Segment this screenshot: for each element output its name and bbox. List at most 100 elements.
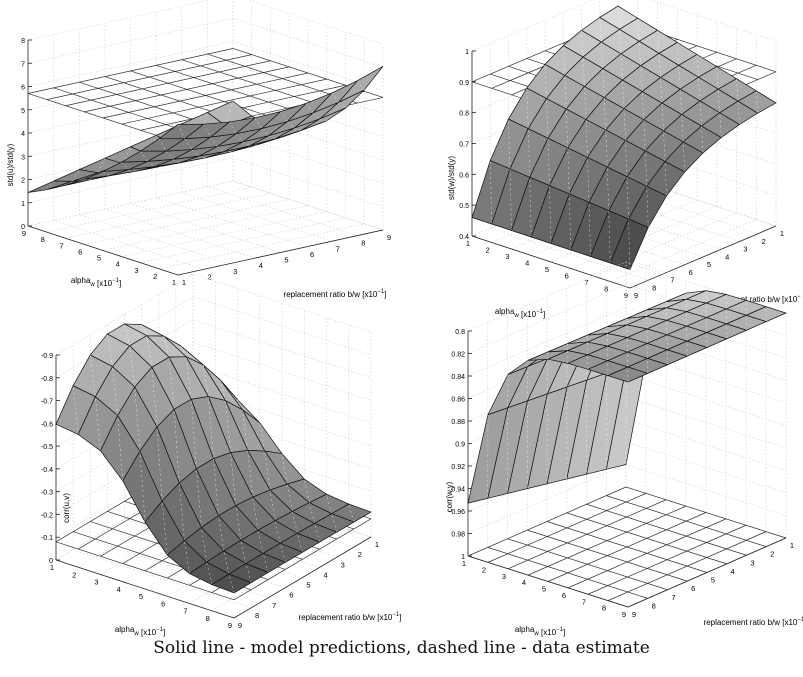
x-tick-label: 1 (462, 559, 466, 568)
estimate-dash (191, 399, 197, 469)
x-tick-label: 3 (94, 578, 98, 587)
estimate-dash (756, 90, 758, 114)
estimate-dash (509, 168, 512, 231)
estimate-dash (680, 89, 682, 115)
estimate-dash (357, 80, 365, 91)
model-surface (55, 323, 372, 594)
estimate-dash (254, 117, 262, 129)
z-tick-label: 0.7 (459, 142, 469, 149)
axis-line (233, 536, 372, 619)
estimate-dash (161, 500, 168, 556)
estimate-dash (280, 543, 286, 563)
estimate-dash (268, 135, 276, 139)
z-tick-label: 0 (21, 224, 25, 231)
z-tick-label: 0.8 (459, 111, 469, 118)
estimate-dash (584, 86, 587, 120)
surface-plot-4: 1 0.98 0.96 0.94 0.92 0.9 0.88 0.86 0.84 0.82 0.8 9… (445, 261, 803, 637)
x-tick-label: 2 (482, 565, 486, 574)
estimate-dash (643, 119, 646, 151)
estimate-dash (95, 396, 101, 451)
floor-grid-line (102, 205, 309, 251)
estimate-dash (663, 130, 666, 162)
x-tick-label: 8 (41, 235, 45, 244)
x-axis-title: alphaw [x10−1] (495, 307, 545, 319)
x-tick-label: 2 (72, 570, 76, 579)
estimate-dash (163, 336, 170, 358)
estimate-dash (198, 155, 206, 158)
y-tick-label: 9 (238, 621, 242, 630)
x-tick-label: 7 (183, 607, 187, 616)
z-tick-label: -0.6 (41, 421, 53, 428)
estimate-grid-line (507, 499, 667, 570)
estimate-dash (287, 121, 295, 129)
x-axis-title: alphaw [x10−1] (115, 625, 165, 637)
estimate-dash (230, 452, 236, 506)
estimate-dash (102, 171, 110, 176)
estimate-dash (526, 88, 529, 129)
wall-grid-line (27, 134, 384, 184)
estimate-grid-line (566, 512, 727, 565)
estimate-dash (599, 17, 602, 43)
z-tick-label: 3 (21, 154, 25, 161)
estimate-dash (607, 167, 609, 211)
estimate-dash (264, 451, 271, 491)
estimate-dash (326, 494, 332, 514)
wall-grid-line (27, 41, 384, 91)
estimate-dash (223, 550, 230, 575)
floor-grid-line (46, 186, 252, 233)
wall-grid-line (27, 157, 384, 208)
z-tick-label: 1 (465, 49, 469, 56)
x-tick-label: 9 (624, 291, 628, 300)
z-tick-label: 0.5 (459, 203, 469, 210)
estimate-dash (210, 136, 218, 147)
z-tick-label: 0.6 (459, 172, 469, 179)
estimate-dash (569, 193, 571, 251)
x-tick-label: 4 (117, 585, 121, 594)
estimate-dash (297, 533, 303, 553)
estimate-dash (72, 169, 80, 182)
axis-line (27, 225, 179, 276)
x-tick-label: 2 (153, 272, 157, 281)
estimate-dash (72, 385, 79, 435)
estimate-dash (156, 426, 163, 502)
estimate-dash (228, 573, 235, 593)
z-tick-label: 0.88 (451, 419, 465, 426)
floor-grid-line (104, 208, 255, 259)
estimate-dash (312, 112, 321, 119)
estimate-grid-line (130, 70, 281, 121)
z-axis-title: std(w)/std(y) (447, 156, 456, 200)
estimate-dash (165, 150, 174, 160)
x-tick-label: 7 (582, 597, 586, 606)
y-tick-label: 6 (689, 268, 693, 277)
y-tick-label: 6 (310, 250, 314, 259)
y-tick-label: 7 (671, 593, 675, 602)
estimate-dash (331, 92, 339, 103)
y-tick-label: 8 (652, 283, 656, 292)
estimate-dash (134, 387, 141, 452)
y-tick-label: 6 (691, 584, 695, 593)
estimate-dash (280, 111, 288, 122)
estimate-grid-line (467, 486, 627, 557)
estimate-dash (141, 324, 147, 336)
floor-grid-line (53, 220, 204, 270)
estimate-grid-line (181, 59, 332, 110)
z-tick-label: 6 (21, 85, 25, 92)
surface-plot-1: 0 1 2 3 4 5 6 7 8 1 2 3 4 5 6 7 8 9 1 2 3 4 5 6 7 8 9 std(u)/std(y)… (6, 0, 391, 299)
x-tick-label: 6 (565, 272, 569, 281)
wall-grid-line (471, 0, 777, 52)
floor-grid-line (130, 203, 281, 253)
x-tick-label: 9 (228, 621, 232, 630)
estimate-dash (626, 176, 629, 219)
estimate-grid-line (546, 521, 708, 573)
estimate-dash (625, 140, 628, 177)
axis-line (177, 229, 384, 276)
y-tick-label: 5 (306, 581, 310, 590)
model-surface (467, 290, 787, 504)
estimate-dash (123, 146, 131, 165)
wall-grid-line (55, 433, 372, 515)
estimate-dash (146, 335, 153, 368)
y-tick-label: 4 (259, 261, 263, 270)
estimate-dash (242, 409, 248, 451)
z-tick-label: 0.98 (451, 532, 465, 539)
z-axis-title: corr(u,v) (62, 493, 71, 523)
